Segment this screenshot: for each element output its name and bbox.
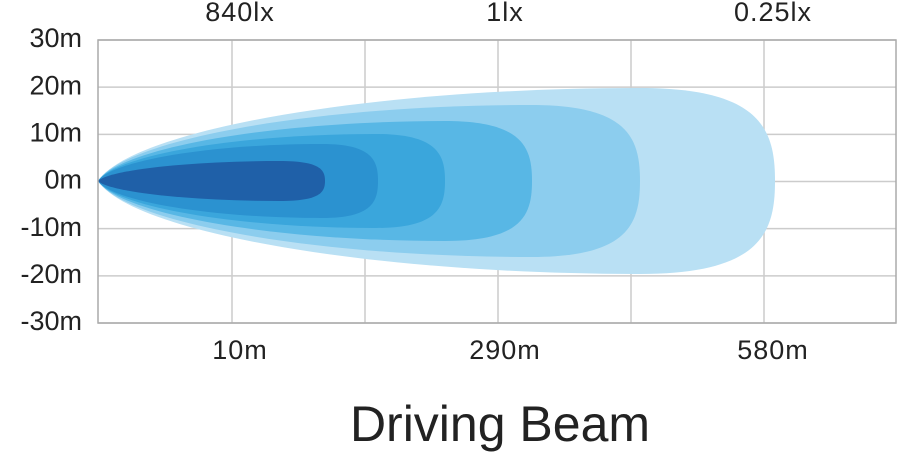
x-label: 290m [469,335,541,365]
y-label: 10m [29,117,82,147]
x-label: 10m [212,335,268,365]
y-label: 30m [29,23,82,53]
top-label: 1lx [486,0,524,27]
y-label: 20m [29,70,82,100]
y-label: -10m [20,212,82,242]
top-label: 0.25lx [734,0,812,27]
beam-pattern [98,88,775,274]
plot-frame [97,39,897,324]
y-label: -20m [20,259,82,289]
top-label: 840lx [205,0,275,27]
beam-zone [98,161,325,201]
y-label: -30m [20,306,82,336]
labels: 30m 20m 10m 0m -10m -20m -30m 840lx 1lx 0.25lx 10m… [20,0,812,365]
title: Driving Beam [350,396,650,452]
y-label: 0m [44,165,82,195]
x-label: 580m [737,335,809,365]
